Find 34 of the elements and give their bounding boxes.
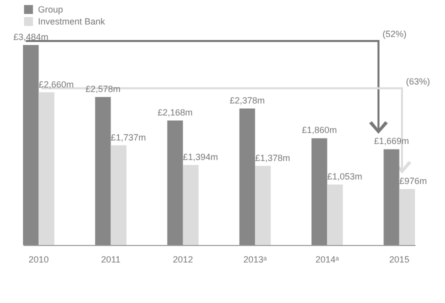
- data-label: £1,669m: [374, 136, 409, 146]
- data-label: £976m: [399, 176, 427, 186]
- bar: [110, 145, 126, 245]
- bar: [167, 120, 183, 245]
- bar: [182, 164, 199, 245]
- data-label: £1,394m: [182, 152, 218, 162]
- bar: [312, 138, 328, 245]
- legend-label: Investment Bank: [38, 16, 106, 26]
- x-tick-label: 2015: [389, 254, 410, 264]
- data-label: £3,484m: [13, 32, 48, 42]
- bar: [327, 184, 343, 245]
- annotation: (63%): [406, 76, 430, 86]
- bar: [255, 166, 271, 245]
- data-label: £2,168m: [158, 108, 193, 118]
- bar: [23, 45, 39, 245]
- x-tick-label: 2010: [28, 254, 49, 264]
- bar: [384, 149, 400, 245]
- x-tick-label: 2012: [172, 254, 193, 264]
- bar: [95, 97, 111, 245]
- data-label: £1,737m: [110, 132, 146, 142]
- text: (52%): [382, 29, 406, 39]
- bar: [399, 188, 415, 245]
- x-tick-label: 2014ᵃ: [316, 254, 340, 264]
- bar: [239, 108, 256, 245]
- legend-label: Group: [38, 4, 64, 14]
- data-label: £2,378m: [230, 95, 265, 106]
- data-label: £2,660m: [38, 79, 74, 90]
- bar: [38, 92, 54, 245]
- data-label: £1,378m: [255, 152, 290, 163]
- x-tick-label: 2011: [101, 254, 120, 264]
- data-label: £1,860m: [302, 125, 337, 136]
- data-label: £1,053m: [327, 172, 362, 182]
- x-tick-label: 2013ᵃ: [243, 254, 268, 264]
- data-label: £2,578m: [85, 84, 120, 94]
